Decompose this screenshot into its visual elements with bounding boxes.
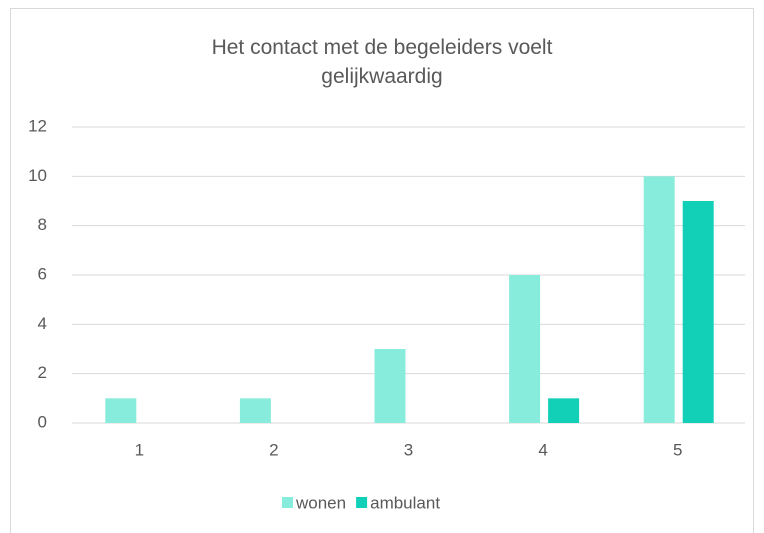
- bar: [105, 398, 137, 423]
- legend-label: wonen: [295, 493, 346, 512]
- bar: [239, 398, 271, 423]
- legend-swatch: [356, 497, 368, 508]
- legend-label: ambulant: [370, 493, 440, 512]
- y-tick-label: 2: [38, 363, 47, 382]
- chart-border: [10, 8, 754, 533]
- bar: [643, 176, 675, 423]
- x-tick-label: 4: [538, 440, 547, 459]
- y-tick-label: 8: [38, 215, 47, 234]
- bar: [682, 201, 714, 423]
- bar: [374, 349, 406, 423]
- x-tick-label: 3: [404, 440, 413, 459]
- y-tick-label: 6: [38, 264, 47, 283]
- legend-swatch: [282, 497, 293, 508]
- y-tick-label: 4: [38, 314, 47, 333]
- bar: [548, 398, 580, 423]
- x-tick-label: 2: [269, 440, 278, 459]
- x-tick-label: 1: [135, 440, 144, 459]
- x-tick-label: 5: [673, 440, 682, 459]
- y-tick-label: 10: [28, 166, 47, 185]
- bar: [509, 275, 541, 423]
- chart-title: Het contact met de begeleiders voelt gel…: [211, 36, 553, 88]
- y-tick-label: 0: [38, 412, 47, 431]
- y-tick-label: 12: [28, 116, 47, 135]
